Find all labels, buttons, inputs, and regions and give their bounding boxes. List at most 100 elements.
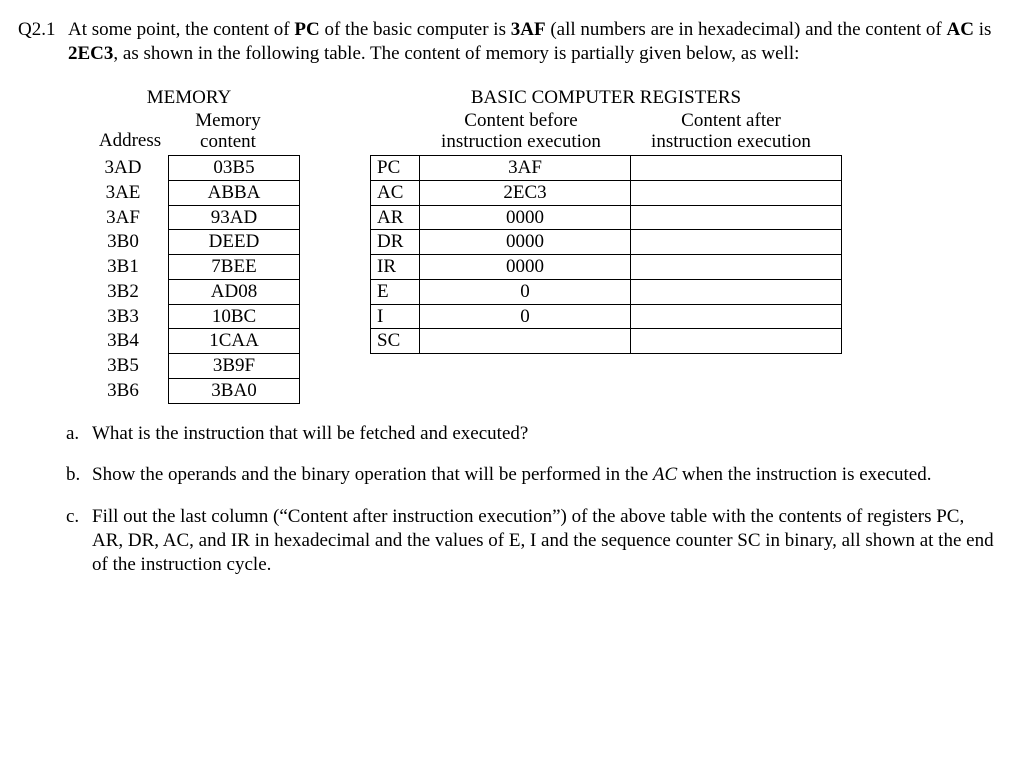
question-number: Q2.1 — [18, 18, 68, 42]
memory-address-cell: 3B1 — [78, 255, 169, 280]
memory-row: 3B63BA0 — [78, 378, 300, 403]
register-after-cell — [631, 230, 842, 255]
memory-address-cell: 3AE — [78, 180, 169, 205]
reg-after-header: Content after instruction execution — [626, 111, 836, 153]
mem-content-header-l1: Memory — [195, 110, 260, 131]
memory-content-cell: 1CAA — [169, 329, 300, 354]
part-b-pre: Show the operands and the binary operati… — [92, 464, 653, 485]
register-before-cell: 0000 — [420, 255, 631, 280]
register-row: AR0000 — [371, 205, 842, 230]
register-after-cell — [631, 205, 842, 230]
memory-content-cell: 3B9F — [169, 354, 300, 379]
intro-text: is — [974, 19, 991, 40]
tables-wrapper: MEMORY Address Memory content 3AD03B53AE… — [78, 86, 994, 404]
register-name-cell: AR — [371, 205, 420, 230]
registers-table-body: PC3AFAC2EC3AR0000DR0000IR0000E0I0SC — [371, 156, 842, 354]
registers-title: BASIC COMPUTER REGISTERS — [370, 86, 842, 110]
intro-text: of the basic computer is — [320, 19, 511, 40]
register-before-cell: 2EC3 — [420, 180, 631, 205]
memory-address-cell: 3B6 — [78, 378, 169, 403]
memory-row: 3AD03B5 — [78, 156, 300, 181]
part-b-label: b. — [66, 463, 92, 487]
register-name-cell: DR — [371, 230, 420, 255]
part-a: a. What is the instruction that will be … — [66, 422, 994, 446]
memory-content-header: Memory content — [169, 111, 287, 153]
question-body: At some point, the content of PC of the … — [68, 18, 994, 72]
register-after-cell — [631, 156, 842, 181]
part-c-label: c. — [66, 505, 92, 576]
intro-text: , as shown in the following table. The c… — [113, 43, 799, 64]
register-before-cell: 0000 — [420, 230, 631, 255]
question-row: Q2.1 At some point, the content of PC of… — [18, 18, 994, 72]
memory-row: 3AF93AD — [78, 205, 300, 230]
memory-table: 3AD03B53AEABBA3AF93AD3B0DEED3B17BEE3B2AD… — [78, 155, 300, 404]
memory-header-row: Address Memory content — [91, 111, 287, 153]
register-name-cell: I — [371, 304, 420, 329]
register-before-cell: 0 — [420, 279, 631, 304]
memory-row: 3B17BEE — [78, 255, 300, 280]
reg-before-header: Content before instruction execution — [416, 111, 626, 153]
part-b-post: when the instruction is executed. — [677, 464, 931, 485]
register-row: E0 — [371, 279, 842, 304]
memory-address-cell: 3B0 — [78, 230, 169, 255]
memory-address-cell: 3B4 — [78, 329, 169, 354]
memory-row: 3B41CAA — [78, 329, 300, 354]
memory-address-cell: 3AF — [78, 205, 169, 230]
mem-content-header-l2: content — [200, 131, 256, 152]
register-after-cell — [631, 304, 842, 329]
memory-row: 3B2AD08 — [78, 279, 300, 304]
question-intro: At some point, the content of PC of the … — [68, 18, 994, 66]
memory-address-cell: 3B2 — [78, 279, 169, 304]
memory-content-cell: DEED — [169, 230, 300, 255]
memory-title: MEMORY — [147, 86, 231, 110]
register-before-cell: 0 — [420, 304, 631, 329]
memory-content-cell: 3BA0 — [169, 378, 300, 403]
memory-address-cell: 3B5 — [78, 354, 169, 379]
memory-content-cell: 7BEE — [169, 255, 300, 280]
part-a-text: What is the instruction that will be fet… — [92, 422, 994, 446]
part-b: b. Show the operands and the binary oper… — [66, 463, 994, 487]
register-after-cell — [631, 279, 842, 304]
memory-content-cell: 93AD — [169, 205, 300, 230]
reg-header-spacer — [370, 111, 416, 153]
register-name-cell: SC — [371, 329, 420, 354]
memory-row: 3B0DEED — [78, 230, 300, 255]
memory-row: 3AEABBA — [78, 180, 300, 205]
register-before-cell: 0000 — [420, 205, 631, 230]
memory-block: MEMORY Address Memory content 3AD03B53AE… — [78, 86, 300, 404]
register-row: DR0000 — [371, 230, 842, 255]
registers-table: PC3AFAC2EC3AR0000DR0000IR0000E0I0SC — [370, 155, 842, 354]
part-a-label: a. — [66, 422, 92, 446]
ac-label: AC — [947, 19, 974, 40]
register-row: SC — [371, 329, 842, 354]
pc-label: PC — [294, 19, 319, 40]
register-row: IR0000 — [371, 255, 842, 280]
reg-after-header-l2: instruction execution — [651, 131, 811, 152]
memory-address-cell: 3AD — [78, 156, 169, 181]
register-before-cell — [420, 329, 631, 354]
memory-address-cell: 3B3 — [78, 304, 169, 329]
registers-header-row: Content before instruction execution Con… — [370, 111, 842, 153]
memory-row: 3B53B9F — [78, 354, 300, 379]
register-before-cell: 3AF — [420, 156, 631, 181]
memory-content-cell: 03B5 — [169, 156, 300, 181]
part-b-text: Show the operands and the binary operati… — [92, 463, 994, 487]
register-name-cell: E — [371, 279, 420, 304]
register-after-cell — [631, 255, 842, 280]
intro-text: At some point, the content of — [68, 19, 294, 40]
register-row: AC2EC3 — [371, 180, 842, 205]
register-after-cell — [631, 329, 842, 354]
register-row: I0 — [371, 304, 842, 329]
register-row: PC3AF — [371, 156, 842, 181]
part-c-text: Fill out the last column (“Content after… — [92, 505, 994, 576]
memory-content-cell: AD08 — [169, 279, 300, 304]
reg-after-header-l1: Content after — [681, 110, 781, 131]
part-b-ac-italic: AC — [653, 464, 677, 485]
memory-row: 3B310BC — [78, 304, 300, 329]
register-name-cell: AC — [371, 180, 420, 205]
memory-content-cell: ABBA — [169, 180, 300, 205]
reg-before-header-l1: Content before — [464, 110, 577, 131]
intro-text: (all numbers are in hexadecimal) and the… — [546, 19, 947, 40]
register-after-cell — [631, 180, 842, 205]
reg-before-header-l2: instruction execution — [441, 131, 601, 152]
